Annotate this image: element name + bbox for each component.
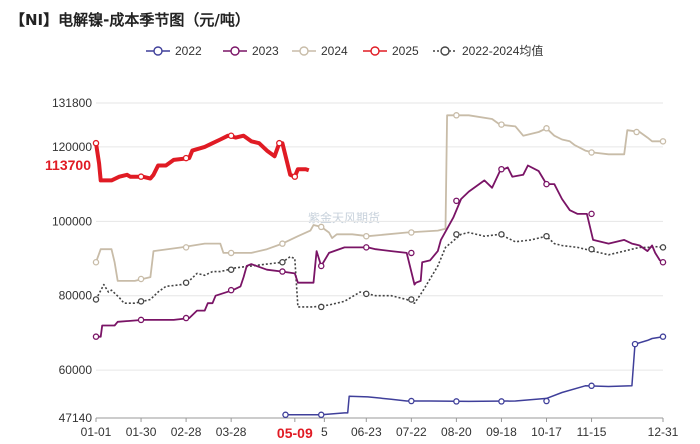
legend-label-2023[interactable]: 2023 <box>252 44 279 58</box>
series-point-2022-2024均值 <box>453 231 460 238</box>
series-point-2024 <box>317 223 325 231</box>
y-tick-label: 100000 <box>52 214 92 228</box>
series-point-2022 <box>659 333 667 340</box>
series-lines <box>92 112 667 419</box>
series-point-2023 <box>227 286 235 294</box>
series-point-2023 <box>453 197 460 205</box>
series-point-2022-2024均值 <box>498 231 505 238</box>
x-tick-label: 12-31 <box>648 425 679 439</box>
series-point-2025 <box>92 139 100 147</box>
series-point-2024 <box>227 249 235 257</box>
x-tick-label: 08-20 <box>441 425 472 439</box>
series-point-2022 <box>498 398 505 405</box>
series-point-2024 <box>453 112 460 119</box>
series-point-2022-2024均值 <box>227 266 235 273</box>
series-point-2024 <box>659 138 667 145</box>
x-tick-label: 07-22 <box>396 425 427 439</box>
series-point-2022-2024均值 <box>408 296 415 303</box>
x-axis-ticks: 01-01 01-30 02-28 03-28 05-09 5 06-23 07-22 08-2… <box>81 418 679 441</box>
series-point-2024 <box>182 244 190 251</box>
series-point-2022-2024均值 <box>279 258 286 266</box>
x-tick-label: 03-28 <box>216 425 247 439</box>
series-point-2023 <box>363 244 370 251</box>
y-axis-ticks: 131800 120000 100000 80000 60000 47140 <box>52 96 92 425</box>
series-point-2024 <box>633 128 640 136</box>
watermark: 紫金天风期货 <box>308 210 380 225</box>
series-point-2024 <box>92 258 100 266</box>
series-line-2023 <box>96 164 664 338</box>
series-point-2022 <box>408 397 415 405</box>
x-tick-label: 01-30 <box>126 425 157 439</box>
x-tick-label: 06-23 <box>351 425 382 439</box>
series-point-2024 <box>279 240 286 247</box>
series-point-2022-2024均值 <box>588 245 595 253</box>
series-point-2024 <box>588 149 595 156</box>
chart-legend[interactable]: 2022 2023 2024 2025 2022-2024均值 <box>146 43 543 58</box>
chart-title: 【NI】电解镍-成本季节图（元/吨） <box>10 11 250 29</box>
series-point-2024 <box>543 125 550 132</box>
y-tick-label: 131800 <box>52 96 92 110</box>
series-point-2023 <box>92 333 100 340</box>
x-tick-label: 02-28 <box>171 425 202 439</box>
series-point-2023 <box>279 268 286 275</box>
series-point-2022-2024均值 <box>543 232 550 240</box>
series-point-2022 <box>453 398 460 405</box>
y-tick-label: 60000 <box>59 363 93 377</box>
series-point-2023 <box>137 316 145 324</box>
y-tick-label: 47140 <box>59 411 93 425</box>
series-point-2025 <box>227 132 235 139</box>
series-point-2024 <box>363 232 370 240</box>
series-point-2023 <box>182 314 190 322</box>
series-point-2025 <box>182 154 190 162</box>
legend-label-2022[interactable]: 2022 <box>175 44 202 58</box>
legend-marker-2025 <box>370 46 380 56</box>
series-point-2022-2024均值 <box>92 296 100 303</box>
x-tick-label: 01-01 <box>81 425 112 439</box>
series-point-2023 <box>659 258 667 266</box>
series-point-2022 <box>317 411 325 419</box>
series-point-2024 <box>137 275 145 283</box>
series-point-2023 <box>588 210 595 218</box>
x-tick-label: 5 <box>321 425 328 439</box>
legend-label-2024[interactable]: 2024 <box>321 44 348 58</box>
series-point-2023 <box>498 165 505 173</box>
series-point-2022-2024均值 <box>659 244 667 251</box>
series-point-2022 <box>543 397 550 405</box>
legend-label-2022-2024均值[interactable]: 2022-2024均值 <box>462 43 543 58</box>
series-point-2022 <box>631 340 639 348</box>
series-point-2024 <box>408 229 415 236</box>
grid-lines <box>96 102 663 419</box>
series-line-2024 <box>95 114 663 282</box>
series-point-2025 <box>137 173 145 180</box>
series-point-2022 <box>282 411 289 419</box>
legend-marker-2023 <box>230 46 240 56</box>
y-tick-label: 80000 <box>59 289 93 303</box>
series-point-2022-2024均值 <box>317 303 325 311</box>
series-point-2023 <box>317 262 325 270</box>
series-line-2022-2024均值 <box>95 231 664 308</box>
legend-label-2025[interactable]: 2025 <box>392 44 419 58</box>
x-tick-label: 09-18 <box>486 425 517 439</box>
series-point-2022-2024均值 <box>182 279 190 286</box>
x-tick-label: 11-15 <box>577 425 607 439</box>
series-point-2025 <box>291 173 299 180</box>
series-point-2022-2024均值 <box>363 290 370 298</box>
y-tick-label: 120000 <box>52 140 92 154</box>
x-tick-label: 10-17 <box>531 425 562 439</box>
legend-marker-2024 <box>299 46 309 56</box>
series-point-2022-2024均值 <box>137 298 145 305</box>
series-point-2023 <box>543 180 550 188</box>
series-point-2022 <box>588 382 595 390</box>
series-line-2022 <box>282 335 664 416</box>
series-point-2023 <box>408 249 415 257</box>
legend-marker-2022 <box>153 46 163 56</box>
series-point-2024 <box>498 121 505 128</box>
legend-marker-2022-2024均值 <box>440 46 450 56</box>
x-tick-label: 05-09 <box>277 425 313 441</box>
series-point-2025 <box>276 139 283 147</box>
latest-value-label: 113700 <box>45 157 91 173</box>
